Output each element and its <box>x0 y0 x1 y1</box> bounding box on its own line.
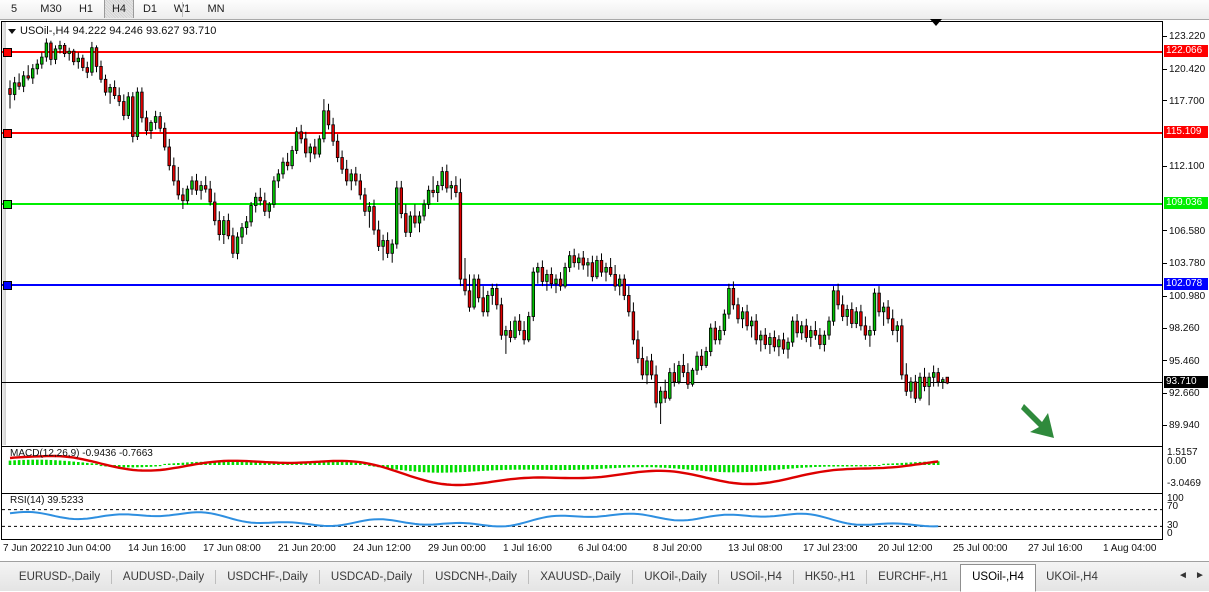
tab-separator <box>319 570 320 584</box>
price-axis[interactable]: 123.220 122.066 120.420 117.700 115.109 112.1… <box>1162 21 1209 540</box>
rsi-axis-label-0: 0 <box>1167 528 1173 539</box>
chart-tab-eurchf--h1-9[interactable]: EURCHF-,H1 <box>878 571 948 583</box>
price-label-100.980: 100.980 <box>1163 291 1205 302</box>
price-label-highlight-102.078: 102.078 <box>1164 278 1208 291</box>
level-handle-resistance-122[interactable] <box>3 47 12 57</box>
quote-text: USOil-,H4 94.222 94.246 93.627 93.710 <box>20 25 217 37</box>
chart-tab-usoil--h4-7[interactable]: USOil-,H4 <box>730 571 782 583</box>
time-label-4: 21 Jun 20:00 <box>278 543 336 554</box>
chart-tab-ukoil--daily-6[interactable]: UKOil-,Daily <box>644 571 707 583</box>
price-label-highlight-93.710: 93.710 <box>1164 375 1208 388</box>
chart-top-marker-icon <box>930 19 942 26</box>
time-label-9: 8 Jul 20:00 <box>653 543 702 554</box>
macd-label: MACD(12,26,9) -0.9436 -0.7663 <box>10 448 153 459</box>
chart-tab-hk50--h1-8[interactable]: HK50-,H1 <box>804 571 856 583</box>
price-label-117.700: 117.700 <box>1163 96 1204 107</box>
rsi-label: RSI(14) 39.5233 <box>10 495 84 506</box>
time-label-13: 25 Jul 00:00 <box>953 543 1008 554</box>
level-handle-resistance-115[interactable] <box>3 128 12 138</box>
price-label-89.940: 89.940 <box>1163 420 1200 431</box>
candlestick-series <box>8 38 949 424</box>
rsi-axis-label-30: 30 <box>1167 520 1179 531</box>
timeframe-m30[interactable]: M30 <box>40 3 62 15</box>
chart-frame: MACD(12,26,9) -0.9436 -0.7663 RSI(14) 39… <box>1 21 1207 540</box>
time-label-2: 14 Jun 16:00 <box>128 543 186 554</box>
chart-tab-audusd--daily-1[interactable]: AUDUSD-,Daily <box>122 571 205 583</box>
timeframe-5[interactable]: 5 <box>10 3 18 15</box>
macd-axis-label-1: 0.00 <box>1167 456 1187 467</box>
time-label-12: 20 Jul 12:00 <box>878 543 933 554</box>
time-label-1: 10 Jun 04:00 <box>53 543 111 554</box>
tab-separator <box>793 570 794 584</box>
level-handle-support-109[interactable] <box>3 199 12 209</box>
rsi-pane[interactable]: RSI(14) 39.5233 <box>2 493 1206 540</box>
chart-tab-ukoil--h4-11[interactable]: UKOil-,H4 <box>1046 571 1098 583</box>
tab-separator <box>718 570 719 584</box>
chart-tab-usoil--h4-10[interactable]: USOil-,H4 <box>960 564 1036 592</box>
rsi-series <box>2 509 1206 528</box>
time-label-7: 1 Jul 16:00 <box>503 543 552 554</box>
chart-tab-usdchf--daily-2[interactable]: USDCHF-,Daily <box>227 571 308 583</box>
chart-tab-eurusd--daily-0[interactable]: EURUSD-,Daily <box>18 571 101 583</box>
time-label-15: 1 Aug 04:00 <box>1103 543 1157 554</box>
tab-separator <box>632 570 633 584</box>
chevron-down-icon[interactable] <box>8 28 16 34</box>
level-line-pivot-102[interactable] <box>2 284 1206 287</box>
time-label-11: 17 Jul 23:00 <box>803 543 858 554</box>
symbol-quote-header[interactable]: USOil-,H4 94.222 94.246 93.627 93.710 <box>8 25 216 37</box>
price-label-highlight-115.109: 115.109 <box>1164 125 1208 138</box>
macd-series <box>8 454 940 487</box>
tab-separator <box>423 570 424 584</box>
chart-tab-usdcad--daily-3[interactable]: USDCAD-,Daily <box>330 571 413 583</box>
level-line-resistance-115[interactable] <box>2 131 1206 134</box>
timeframe-d1[interactable]: D1 <box>142 3 158 15</box>
tabs-scroll-prev-button[interactable]: ◄ <box>1178 570 1188 581</box>
price-label-112.100: 112.100 <box>1163 161 1204 172</box>
time-label-5: 24 Jun 12:00 <box>353 543 411 554</box>
price-pane[interactable] <box>2 22 1206 445</box>
tab-separator <box>866 570 867 584</box>
time-label-6: 29 Jun 00:00 <box>428 543 486 554</box>
chart-tabs-bar: EURUSD-,Daily AUDUSD-,Daily USDCHF-,Daily U… <box>0 561 1209 592</box>
tab-separator <box>215 570 216 584</box>
level-line-support-109[interactable] <box>2 202 1206 205</box>
chart-tab-usdcnh--daily-4[interactable]: USDCNH-,Daily <box>435 571 517 583</box>
chart-left-gutter <box>2 22 6 445</box>
timeframe-mn[interactable]: MN <box>207 3 225 15</box>
price-label-103.780: 103.780 <box>1163 258 1205 269</box>
time-label-10: 13 Jul 08:00 <box>728 543 783 554</box>
tab-separator <box>111 570 112 584</box>
macd-axis-label-2: -3.0469 <box>1167 478 1201 489</box>
toolbar-separator <box>182 2 183 17</box>
level-handle-pivot-102[interactable] <box>3 281 12 291</box>
time-axis: 7 Jun 2022 10 Jun 04:00 14 Jun 16:00 17 Jun… <box>1 540 1207 560</box>
level-line-resistance-122[interactable] <box>2 50 1206 53</box>
price-label-123.220: 123.220 <box>1163 31 1205 42</box>
timeframe-h1[interactable]: H1 <box>78 3 94 15</box>
price-label-highlight-122.066: 122.066 <box>1164 44 1208 57</box>
price-label-106.580: 106.580 <box>1163 226 1205 237</box>
macd-axis-label-0: 1.5157 <box>1167 447 1198 458</box>
time-label-8: 6 Jul 04:00 <box>578 543 627 554</box>
price-label-120.420: 120.420 <box>1163 64 1205 75</box>
rsi-axis-label-100: 100 <box>1167 493 1184 504</box>
time-label-0: 7 Jun 2022 <box>3 543 53 554</box>
time-label-3: 17 Jun 08:00 <box>203 543 261 554</box>
price-label-highlight-109.036: 109.036 <box>1164 196 1208 209</box>
chart-tab-xauusd--daily-5[interactable]: XAUUSD-,Daily <box>540 571 621 583</box>
price-label-92.660: 92.660 <box>1163 388 1200 399</box>
tab-separator <box>528 570 529 584</box>
tabs-scroll-next-button[interactable]: ► <box>1195 570 1205 581</box>
timeframe-toolbar: 5M30H1H4D1W1MN <box>0 0 1209 20</box>
time-label-14: 27 Jul 16:00 <box>1028 543 1083 554</box>
price-label-98.260: 98.260 <box>1163 323 1200 334</box>
bearish-arrow-icon[interactable] <box>1020 400 1060 442</box>
rsi-axis-label-70: 70 <box>1167 501 1179 512</box>
macd-pane[interactable]: MACD(12,26,9) -0.9436 -0.7663 <box>2 446 1206 493</box>
level-line-current-price[interactable] <box>2 381 1206 383</box>
timeframe-h4[interactable]: H4 <box>104 0 134 18</box>
price-label-95.460: 95.460 <box>1163 356 1200 367</box>
